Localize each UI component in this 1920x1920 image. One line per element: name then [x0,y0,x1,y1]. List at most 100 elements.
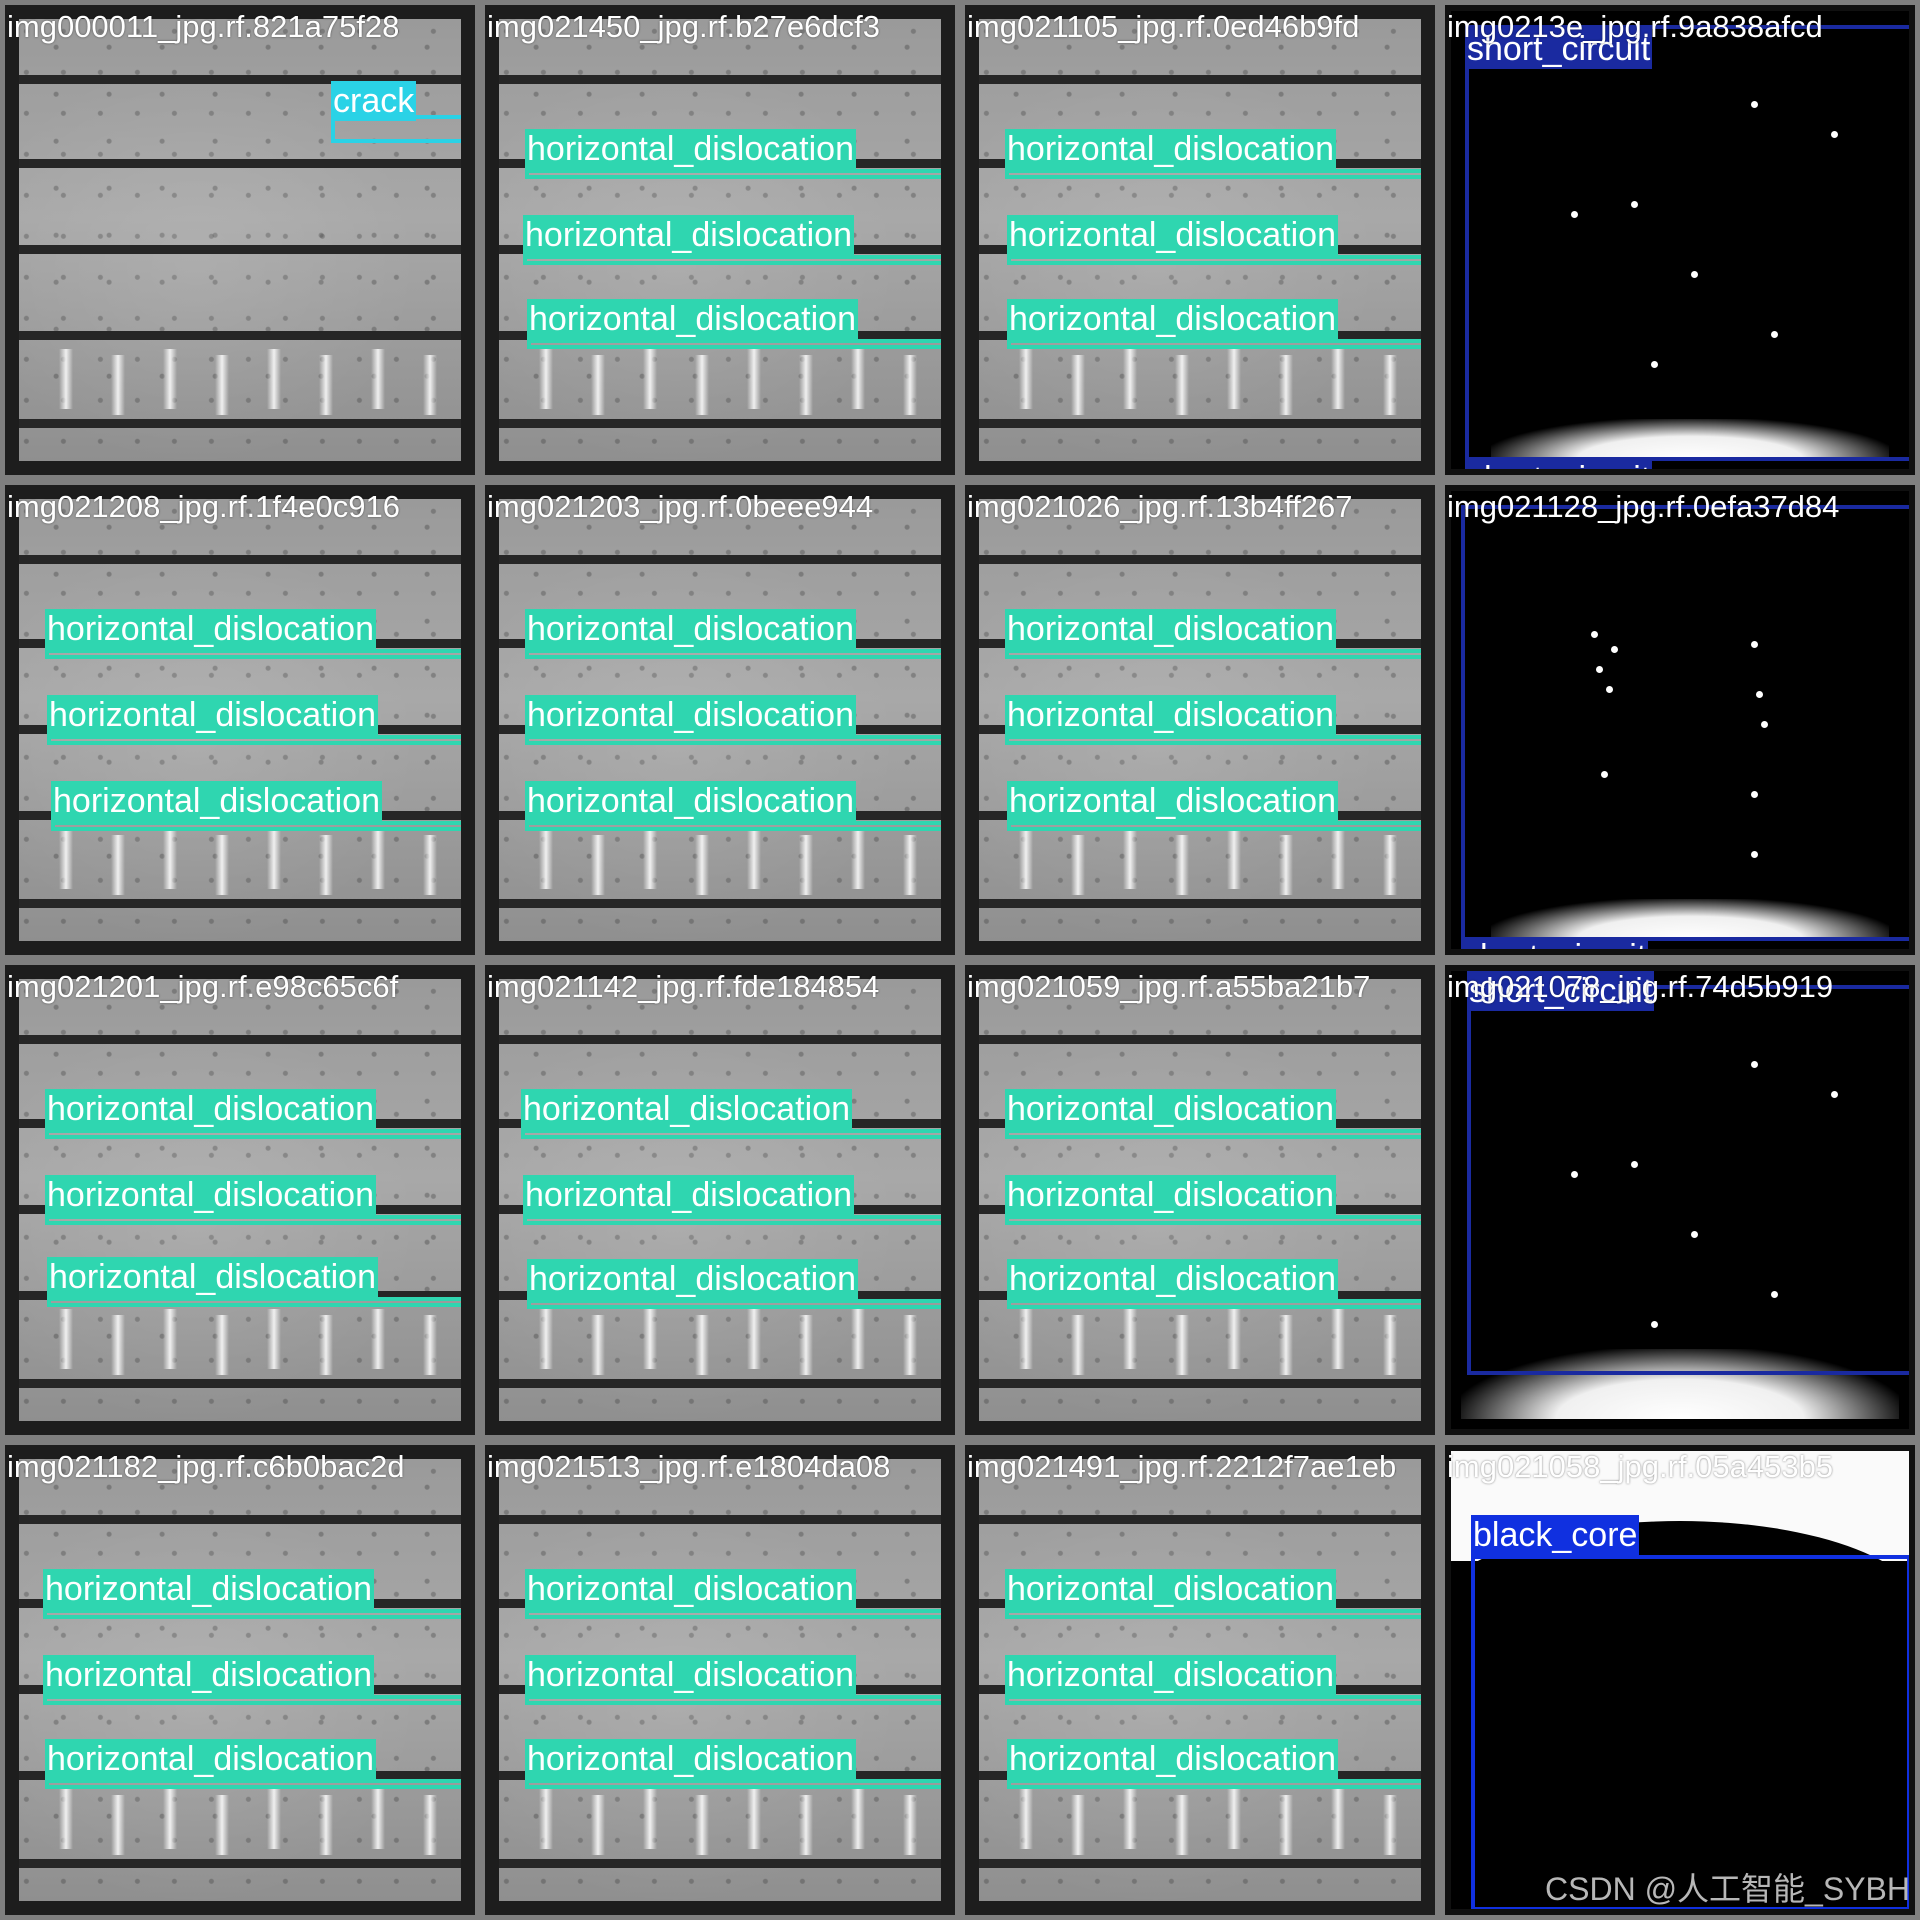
bright-streak [695,1795,709,1855]
detection-label: horizontal_dislocation [527,1259,858,1299]
bright-streak [1019,349,1033,409]
detection-label: horizontal_dislocation [1005,1569,1336,1609]
detection-box [523,1215,941,1225]
tile-filename: img021203_jpg.rf.0beee944 [487,489,874,524]
detection-box [1005,1129,1421,1139]
bright-streak [1331,349,1345,409]
bright-streak [799,355,813,415]
image-tile: black_core [1445,1445,1915,1915]
busbar [979,899,1421,908]
detection-box [1471,1555,1909,1909]
bright-streak [1175,835,1189,895]
tile-filename: img021208_jpg.rf.1f4e0c916 [7,489,400,524]
bright-streak [1383,1795,1397,1855]
bright-streak [1383,355,1397,415]
detection-box [525,735,941,745]
bright-streak [1279,355,1293,415]
bright-streak [423,1315,437,1375]
detection-box [525,1779,941,1789]
detection-label: horizontal_dislocation [1007,781,1338,821]
edge-glow [1491,899,1889,939]
defect-spot [1606,686,1613,693]
bright-streak [1383,835,1397,895]
detection-box [523,255,941,265]
bright-streak [1071,355,1085,415]
busbar [19,899,461,908]
detection-box [527,1299,941,1309]
image-tile: short_circuit [1445,485,1915,955]
defect-spot [1571,211,1578,218]
image-tile: horizontal_dislocation horizontal_disloca… [5,1445,475,1915]
bright-streak [111,1795,125,1855]
busbar [19,1379,461,1388]
bright-streak [695,1315,709,1375]
bright-streak [319,1315,333,1375]
detection-box [43,1609,461,1619]
busbar [979,1379,1421,1388]
bright-streak [111,355,125,415]
detection-box [1005,169,1421,179]
detection-label: horizontal_dislocation [51,781,382,821]
detection-label: short_circuit [1465,459,1653,469]
tile-filename: img021058_jpg.rf.05a453b5 [1447,1449,1834,1484]
defect-spot [1771,331,1778,338]
bright-streak [851,1309,865,1369]
watermark: CSDN @人工智能_SYBH [1545,1871,1910,1907]
detection-label: horizontal_dislocation [1005,129,1336,169]
bright-streak [851,349,865,409]
bright-streak [903,1795,917,1855]
detection-label: horizontal_dislocation [1007,1739,1338,1779]
detection-box [1007,1299,1421,1309]
bright-streak [59,1309,73,1369]
busbar [19,1515,461,1524]
detection-label: horizontal_dislocation [523,1175,854,1215]
defect-spot [1751,641,1758,648]
bright-streak [59,1789,73,1849]
detection-label: horizontal_dislocation [525,609,856,649]
bright-streak [1071,1315,1085,1375]
bright-streak [163,1309,177,1369]
detection-box [1007,821,1421,831]
defect-spot [1601,771,1608,778]
bright-streak [423,1795,437,1855]
bright-streak [1019,1309,1033,1369]
detection-box [51,821,461,831]
busbar [979,1035,1421,1044]
busbar [499,75,941,84]
bright-streak [1019,829,1033,889]
tile-filename: img021078_jpg.rf.74d5b919 [1447,969,1834,1004]
busbar [499,1035,941,1044]
bright-streak [643,1789,657,1849]
image-tile: horizontal_dislocation horizontal_disloca… [965,1445,1435,1915]
image-tile: horizontal_dislocation horizontal_disloca… [5,485,475,955]
bright-streak [851,829,865,889]
busbar [979,75,1421,84]
defect-spot [1691,1231,1698,1238]
bright-streak [59,829,73,889]
tile-filename: img021182_jpg.rf.c6b0bac2d [7,1449,405,1484]
bright-streak [267,349,281,409]
defect-spot [1831,131,1838,138]
bright-streak [1279,1315,1293,1375]
detection-box [1005,1609,1421,1619]
defect-spot [1756,691,1763,698]
detection-label: crack [331,81,417,121]
bright-streak [163,349,177,409]
tile-filename: img0213e_jpg.rf.9a838afcd [1447,9,1823,44]
detection-box [521,1129,941,1139]
bright-streak [539,349,553,409]
bright-streak [215,1795,229,1855]
detection-label: horizontal_dislocation [1007,1259,1338,1299]
bright-streak [371,829,385,889]
bright-streak [903,835,917,895]
detection-label: horizontal_dislocation [1005,609,1336,649]
tile-filename: img021142_jpg.rf.fde184854 [487,969,880,1004]
detection-label: horizontal_dislocation [45,1739,376,1779]
bright-streak [215,1315,229,1375]
bright-streak [1279,835,1293,895]
bright-streak [591,1315,605,1375]
bright-streak [1019,1789,1033,1849]
bright-streak [1227,1789,1241,1849]
bright-streak [643,349,657,409]
